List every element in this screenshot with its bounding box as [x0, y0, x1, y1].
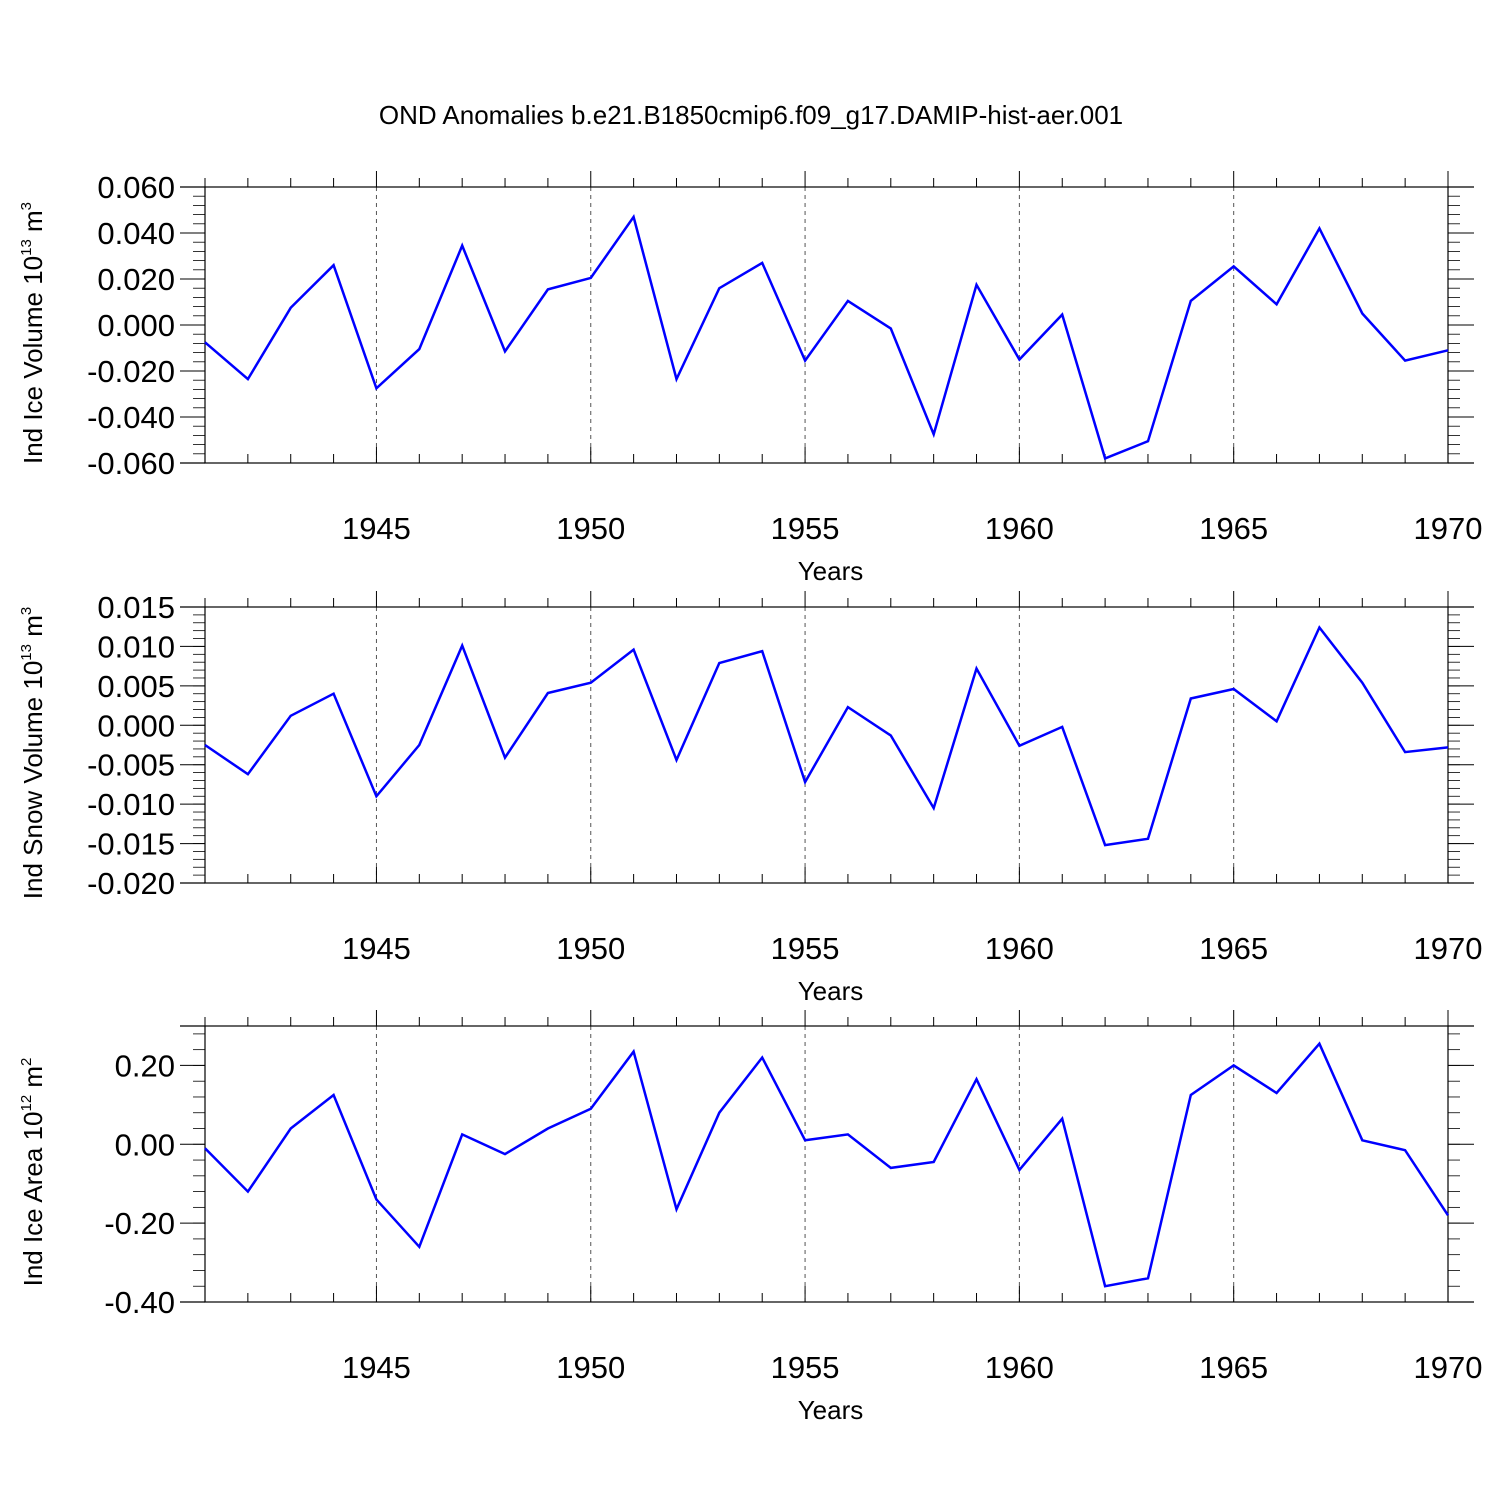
x-axis-label: Years — [798, 1395, 864, 1425]
y-tick-label: -0.040 — [87, 400, 175, 435]
x-axis-label: Years — [798, 556, 864, 586]
x-tick-label: 1965 — [1199, 511, 1268, 546]
y-tick-label: 0.020 — [97, 262, 175, 297]
series-line — [204, 625, 1449, 847]
y-tick-label: 0.015 — [97, 590, 175, 625]
x-tick-label: 1950 — [556, 931, 625, 966]
y-tick-label: -0.40 — [104, 1285, 175, 1320]
y-axis-label: Ind Ice Area 1012 m2 — [18, 1058, 48, 1287]
y-tick-label: -0.010 — [87, 787, 175, 822]
x-tick-label: 1960 — [985, 1350, 1054, 1385]
x-tick-label: 1970 — [1414, 931, 1483, 966]
series-line — [204, 1041, 1450, 1288]
y-axis-label: Ind Ice Volume 1013 m3 — [18, 202, 48, 464]
x-tick-label: 1965 — [1199, 1350, 1268, 1385]
panels: -0.060 -0.040 -0.020 0.000 0.020 0.040 0.060 19… — [18, 170, 1482, 1425]
y-tick-label: 0.010 — [97, 629, 175, 664]
x-tick-label: 1950 — [556, 1350, 625, 1385]
plot-frame — [204, 1025, 1449, 1303]
x-tick-label: 1960 — [985, 511, 1054, 546]
x-tick-label: 1955 — [771, 511, 840, 546]
x-tick-label: 1945 — [342, 511, 411, 546]
series-line — [204, 213, 1449, 461]
y-tick-label: 0.00 — [115, 1127, 175, 1162]
x-tick-label: 1960 — [985, 931, 1054, 966]
y-tick-label: 0.20 — [115, 1048, 175, 1083]
y-tick-label: -0.005 — [87, 748, 175, 783]
plot-frame — [204, 186, 1449, 464]
y-tick-label: -0.015 — [87, 827, 175, 862]
y-tick-label: 0.040 — [97, 216, 175, 251]
x-tick-label: 1970 — [1414, 1350, 1483, 1385]
panel-3: -0.40 -0.20 0.00 0.20 1945 1950 1955 1960 1965 19… — [18, 1010, 1482, 1425]
panel-1: -0.060 -0.040 -0.020 0.000 0.020 0.040 0.060 19… — [18, 170, 1482, 586]
x-tick-label: 1970 — [1414, 511, 1483, 546]
y-tick-label: -0.020 — [87, 866, 175, 901]
x-tick-label: 1945 — [342, 931, 411, 966]
x-tick-label: 1950 — [556, 511, 625, 546]
y-axis-label: Ind Snow Volume 1013 m3 — [18, 607, 48, 899]
x-tick-label: 1965 — [1199, 931, 1268, 966]
figure-title: OND Anomalies b.e21.B1850cmip6.f09_g17.D… — [379, 100, 1123, 130]
panel-2: -0.020 -0.015 -0.010 -0.005 0.000 0.005 0.010 0… — [18, 590, 1482, 1006]
y-tick-label: -0.20 — [104, 1206, 175, 1241]
x-axis-label: Years — [798, 976, 864, 1006]
y-tick-label: 0.060 — [97, 170, 175, 205]
y-tick-label: 0.000 — [97, 708, 175, 743]
x-tick-label: 1955 — [771, 931, 840, 966]
y-tick-label: 0.000 — [97, 308, 175, 343]
x-tick-label: 1955 — [771, 1350, 840, 1385]
x-tick-label: 1945 — [342, 1350, 411, 1385]
y-tick-label: -0.060 — [87, 446, 175, 481]
y-tick-label: -0.020 — [87, 354, 175, 389]
y-tick-label: 0.005 — [97, 669, 175, 704]
